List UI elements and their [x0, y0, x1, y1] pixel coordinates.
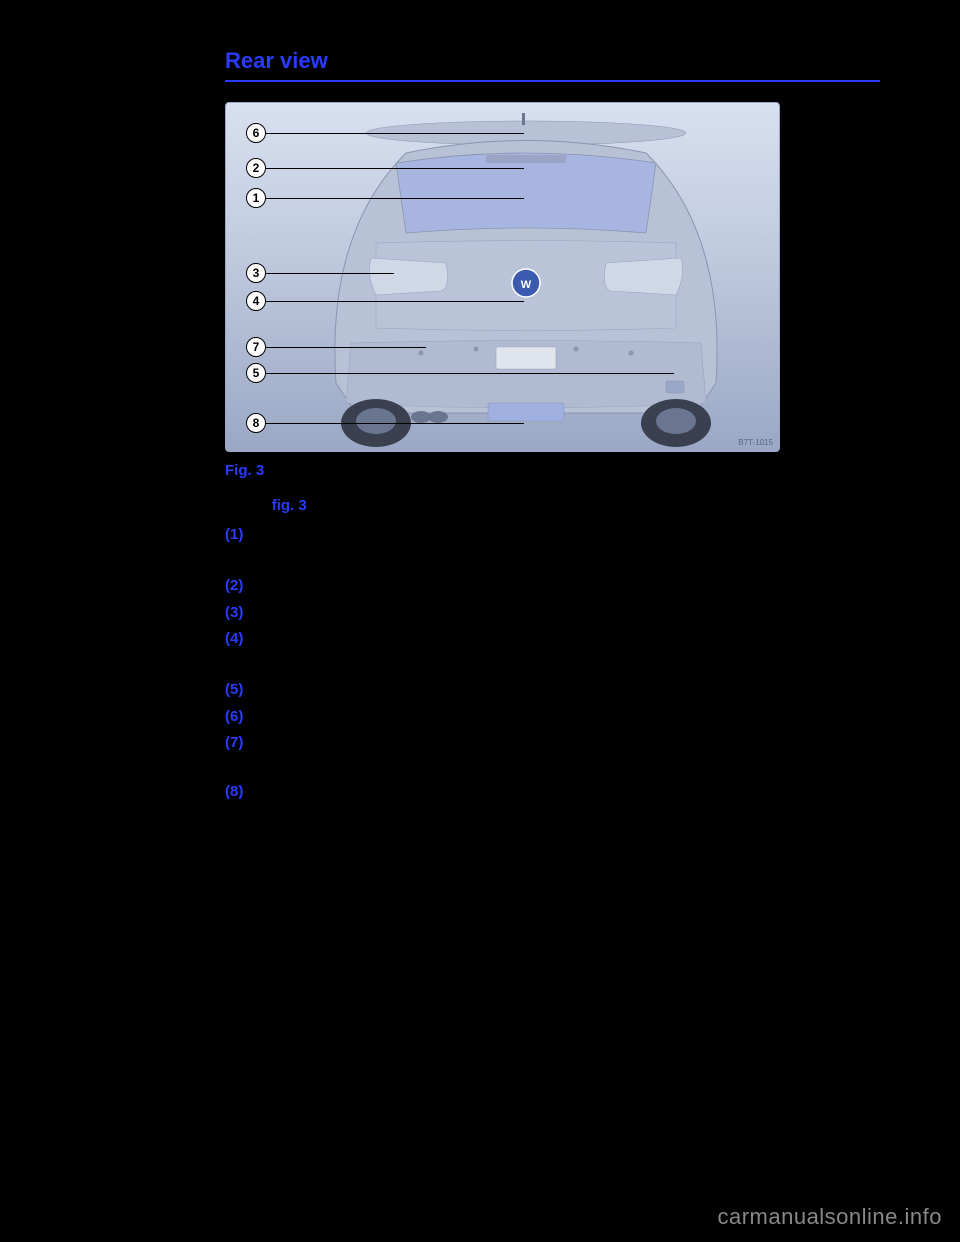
callout-marker: 5 [246, 363, 266, 383]
legend-item-number: (3) [225, 602, 259, 625]
callout-marker: 6 [246, 123, 266, 143]
legend-item-number: (6) [225, 706, 259, 729]
legend-item-text: Taillights (on left and right) [259, 602, 880, 625]
legend-item: (6)Roof antenna [225, 706, 880, 729]
figure-number: Fig. 3 [225, 462, 264, 479]
legend-item-number: (7) [225, 732, 259, 755]
callout-marker: 1 [246, 188, 266, 208]
legend-item-number: (5) [225, 679, 259, 702]
callout-leader [266, 347, 426, 348]
legend-item: (4)Luggage compartment release – the Vol… [225, 628, 880, 651]
callout-leader [266, 373, 674, 374]
callout-leader [266, 423, 524, 424]
legend-item-text: Roof antenna [259, 706, 880, 729]
callout-leader [266, 168, 524, 169]
figure-reference-link[interactable]: fig. 3 [272, 497, 307, 514]
legend-item: (1)Rear window: [225, 524, 880, 547]
legend-sub-item: –Rear window defroster [225, 551, 880, 574]
legend-item-text: Sensors for the Park Distance Control (i… [259, 732, 880, 777]
callout-marker: 3 [246, 263, 266, 283]
dash-marker: – [259, 655, 277, 678]
legend-item: (5)Area for the fastening point for the … [225, 679, 880, 702]
legend-item-number: (1) [225, 524, 259, 547]
callout-marker: 4 [246, 291, 266, 311]
figure-caption: Fig. 3 Vehicle rear overview. [225, 462, 880, 479]
figure-caption-text: Vehicle rear overview. [268, 462, 424, 479]
callout-leader [266, 273, 394, 274]
callout-leader [266, 198, 524, 199]
legend-item-text: High-mounted brake light [259, 575, 880, 598]
legend-intro: Key to fig. 3: [225, 497, 880, 514]
figure-image: W 6 2 1 3 4 7 5 8 B7T-1015 [225, 102, 780, 452]
figure-id-label: B7T-1015 [738, 438, 773, 447]
callout-marker: 7 [246, 337, 266, 357]
legend-sub-item-text: Rear window defroster [277, 551, 427, 574]
callout-marker: 2 [246, 158, 266, 178]
legend-item-number: (2) [225, 575, 259, 598]
svg-text:W: W [521, 279, 532, 291]
section-heading: Rear view [225, 48, 880, 82]
legend-sub-item: –Rear View Camera system (if equipped) [225, 655, 880, 678]
legend-item-text: Rear window: [259, 524, 880, 547]
legend-item-text: Area for the fastening point for the tow… [259, 679, 880, 702]
legend-item-text: Luggage compartment release – the Volksw… [259, 628, 880, 651]
legend-list: (1)Rear window:–Rear window defroster(2)… [225, 524, 880, 804]
legend-item-number: (8) [225, 781, 259, 804]
legend-item-text: License plate lights [259, 781, 880, 804]
dash-marker: – [259, 551, 277, 574]
legend-item: (3)Taillights (on left and right) [225, 602, 880, 625]
legend-sub-item-text: Rear View Camera system (if equipped) [277, 655, 543, 678]
legend-item-number: (4) [225, 628, 259, 651]
legend-item: (2)High-mounted brake light [225, 575, 880, 598]
callout-leader [266, 133, 524, 134]
legend-item: (7)Sensors for the Park Distance Control… [225, 732, 880, 777]
callout-leader [266, 301, 524, 302]
legend-item: (8)License plate lights [225, 781, 880, 804]
watermark-text: carmanualsonline.info [717, 1204, 942, 1230]
callout-marker: 8 [246, 413, 266, 433]
